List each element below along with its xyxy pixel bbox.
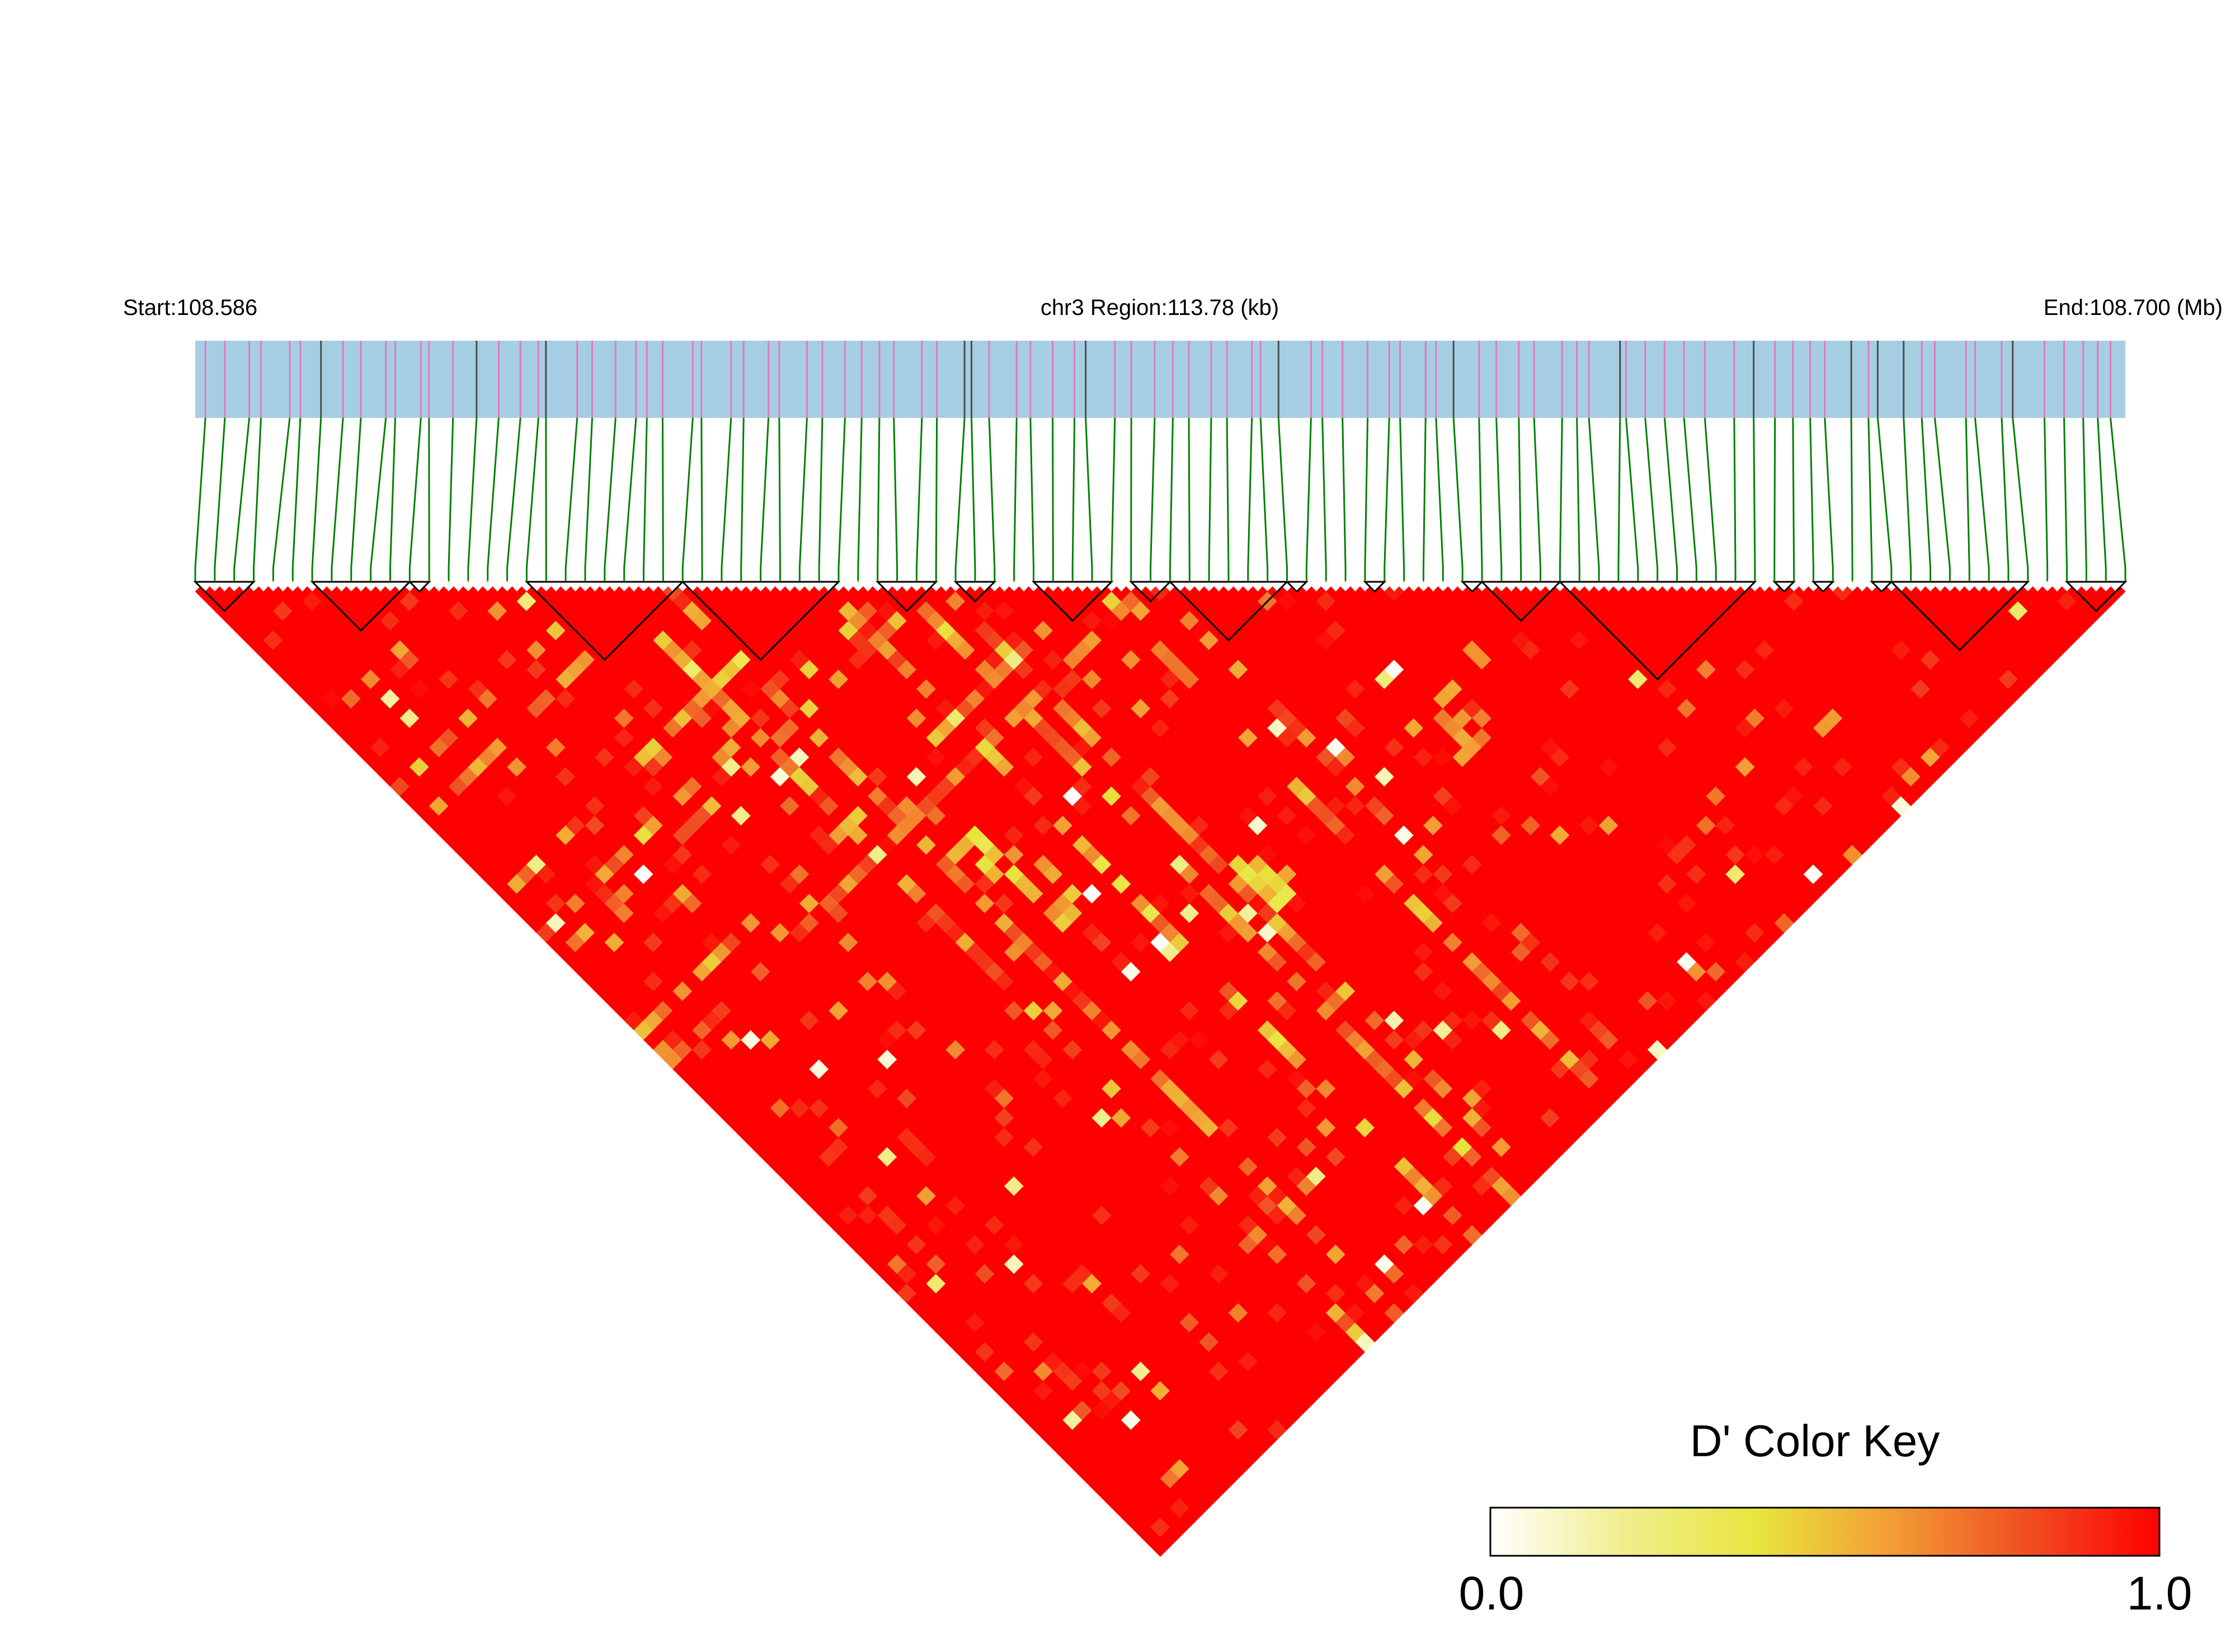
snp-connector-line [1277, 417, 1288, 582]
snp-connector-line [2001, 417, 2010, 582]
snp-connector-line [1733, 417, 1737, 582]
snp-connector-line [1559, 417, 1563, 582]
snp-connector-line [1683, 417, 1697, 582]
snp-connector-line [1965, 417, 1970, 582]
snp-connector-line [1071, 417, 1076, 582]
snp-connector-line [798, 417, 808, 582]
snp-connector-line [1625, 417, 1639, 582]
snp-connector-line [915, 417, 923, 582]
snp-connector-line [331, 417, 344, 582]
snp-connector-line [1533, 417, 1542, 582]
ld-heatmap-cells [195, 581, 2126, 1557]
snp-connector-line [857, 417, 863, 582]
snp-connector-line [2082, 417, 2087, 582]
snp-connector-line [1399, 417, 1405, 582]
snp-connector-line [253, 417, 262, 582]
snp-connector-line [1576, 417, 1580, 582]
snp-connector-line [760, 417, 770, 582]
snp-connector-line [389, 417, 397, 582]
snp-connector-line [1226, 417, 1230, 582]
snp-connector-line [1974, 417, 1990, 582]
snp-connector-line [2097, 417, 2107, 582]
snp-connector-line [2109, 417, 2126, 582]
snp-connector-line [1342, 417, 1347, 582]
snp-connector-line [1029, 417, 1034, 582]
snp-connector-line [272, 417, 291, 582]
snp-connector-line [233, 417, 251, 582]
snp-connector-line [350, 417, 362, 582]
snp-connector-line [408, 417, 422, 582]
snp-connector-line [893, 417, 898, 582]
snp-connector-line [584, 417, 593, 582]
snp-connector-lines [194, 417, 2126, 582]
snp-connector-line [661, 417, 664, 582]
snp-connector-line [1903, 417, 1912, 582]
snp-connector-line [1435, 417, 1444, 582]
snp-connector-line [564, 417, 578, 582]
snp-connector-line [1305, 417, 1312, 582]
snp-connector-line [970, 417, 976, 582]
snp-connector-line [506, 417, 521, 582]
snp-connector-line [214, 417, 226, 582]
snp-connector-line [1588, 417, 1600, 582]
snp-connector-line [1933, 417, 1951, 582]
snp-connector-line [604, 417, 617, 582]
snp-connector-line [1644, 417, 1659, 582]
snp-connector-line [1452, 417, 1464, 582]
snp-connector-line [837, 417, 846, 582]
snp-connector-line [1753, 417, 1756, 582]
snp-connector-line [877, 417, 881, 582]
snp-connector-line [467, 417, 478, 582]
snp-connector-line [1495, 417, 1503, 582]
snp-connector-line [1824, 417, 1834, 582]
snp-connector-line [1384, 417, 1390, 582]
snp-connector-line [311, 417, 322, 582]
snp-connector-line [778, 417, 781, 582]
snp-connector-line [1792, 417, 1795, 582]
snp-connector-line [370, 417, 387, 582]
snp-connector-line [1169, 417, 1174, 582]
snp-connector-line [740, 417, 745, 582]
snp-connector-line [1013, 417, 1018, 582]
snp-connector-line [1085, 417, 1093, 582]
snp-connector-line [1921, 417, 1932, 582]
snp-track-band [195, 341, 2125, 418]
snp-connector-line [1364, 417, 1369, 582]
snp-connector-line [2063, 417, 2068, 582]
snp-connector-line [1617, 417, 1621, 582]
snp-connector-line [681, 417, 694, 582]
snp-connector-line [721, 417, 732, 582]
snp-connector-line [643, 417, 648, 582]
snp-connector-line [291, 417, 302, 582]
snp-connector-line [1259, 417, 1269, 582]
snp-connector-line [487, 417, 500, 582]
snp-connector-line [988, 417, 996, 582]
snp-connector-line [1111, 417, 1116, 582]
snp-connector-line [1247, 417, 1253, 582]
snp-connector-line [1850, 417, 1853, 582]
snp-connector-line [1809, 417, 1814, 582]
snp-connector-line [2043, 417, 2049, 582]
snp-connector-line [448, 417, 454, 582]
snp-connector-line [935, 417, 938, 582]
snp-connector-line [623, 417, 637, 582]
snp-connector-line [1478, 417, 1483, 582]
snp-connector-line [1704, 417, 1717, 582]
snp-connector-line [2012, 417, 2029, 582]
snp-connector-line [1422, 417, 1427, 582]
snp-connector-line [1208, 417, 1212, 582]
snp-connector-line [1876, 417, 1893, 582]
snp-connector-line [1321, 417, 1327, 582]
snp-connector-line [818, 417, 824, 582]
snp-connector-line [1663, 417, 1678, 582]
snp-connector-line [1867, 417, 1873, 582]
snp-connector-line [954, 417, 966, 582]
snp-track-ticks [204, 341, 2111, 418]
snp-connector-line [1150, 417, 1156, 582]
snp-connector-line [194, 417, 206, 582]
snp-connector-line [1518, 417, 1522, 582]
snp-connector-line [525, 417, 539, 582]
